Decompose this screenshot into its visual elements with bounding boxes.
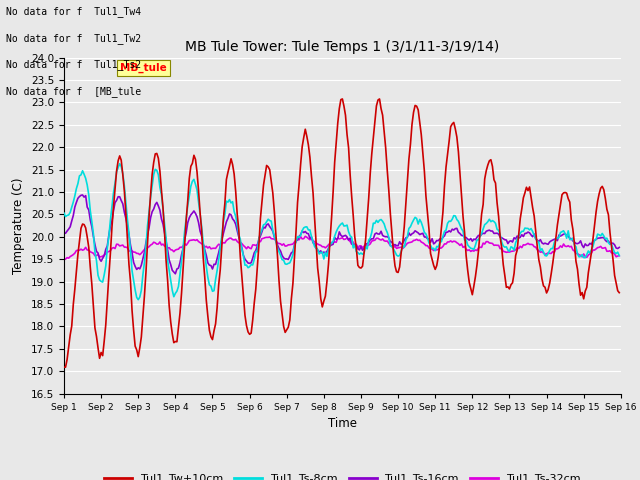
Text: No data for f  Tul1_Tw2: No data for f Tul1_Tw2 <box>6 33 141 44</box>
Text: MB_tule: MB_tule <box>120 63 166 73</box>
Y-axis label: Temperature (C): Temperature (C) <box>12 177 26 274</box>
Text: No data for f  [MB_tule: No data for f [MB_tule <box>6 85 141 96</box>
X-axis label: Time: Time <box>328 417 357 430</box>
Legend: Tul1_Tw+10cm, Tul1_Ts-8cm, Tul1_Ts-16cm, Tul1_Ts-32cm: Tul1_Tw+10cm, Tul1_Ts-8cm, Tul1_Ts-16cm,… <box>100 469 585 480</box>
Text: No data for f  Tul1_Tw4: No data for f Tul1_Tw4 <box>6 6 141 17</box>
Text: No data for f  Tul1_Ts2: No data for f Tul1_Ts2 <box>6 59 141 70</box>
Title: MB Tule Tower: Tule Temps 1 (3/1/11-3/19/14): MB Tule Tower: Tule Temps 1 (3/1/11-3/19… <box>185 40 500 54</box>
